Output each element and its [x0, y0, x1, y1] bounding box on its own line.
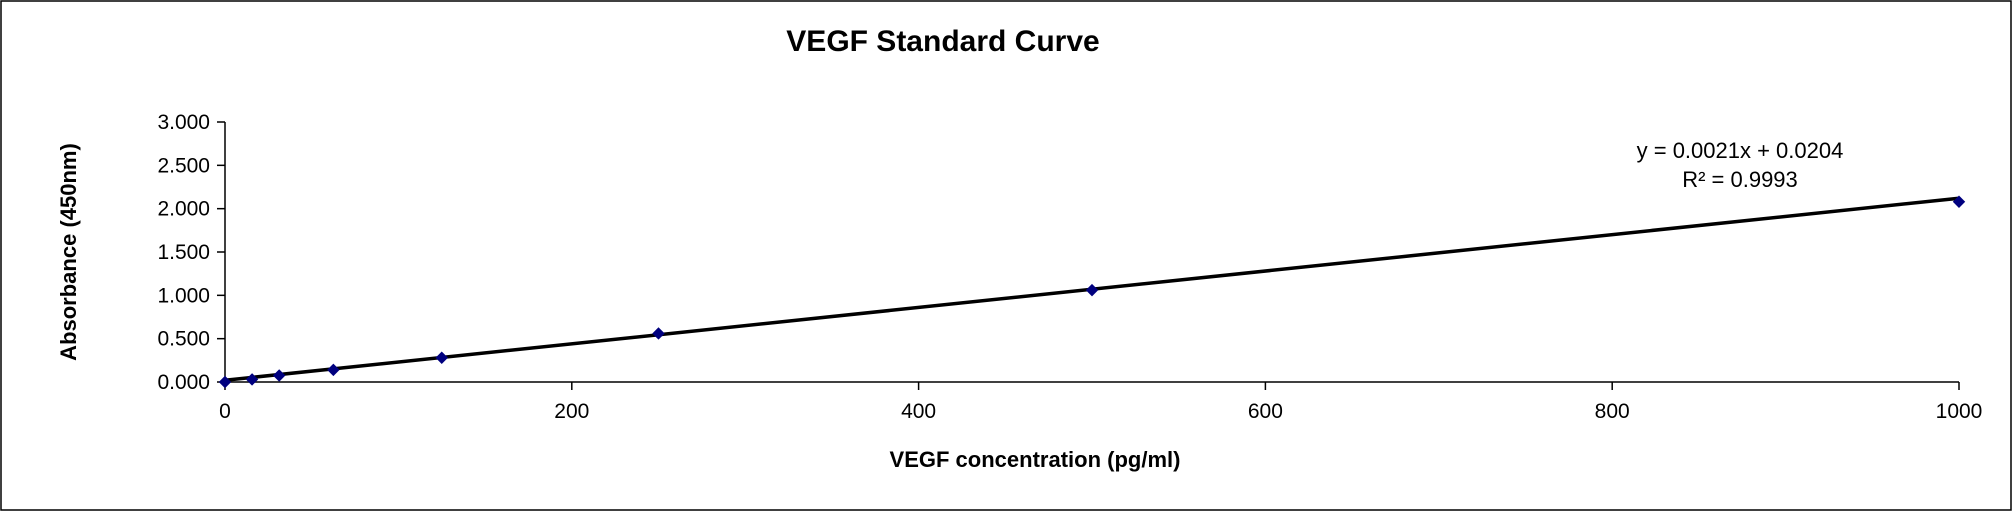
y-tick-label: 3.000 — [157, 111, 210, 134]
x-axis-label: VEGF concentration (pg/ml) — [890, 447, 1181, 472]
y-tick-label: 1.500 — [157, 241, 210, 264]
data-point — [218, 375, 232, 389]
y-tick-label: 2.500 — [157, 154, 210, 177]
y-axis-label: Absorbance (450nm) — [56, 143, 81, 361]
x-tick-label: 1000 — [1936, 400, 1983, 423]
y-tick-label: 0.000 — [157, 371, 210, 394]
trendline-equation: y = 0.0021x + 0.0204 — [1637, 138, 1844, 163]
y-tick-label: 2.000 — [157, 198, 210, 221]
x-tick-label: 0 — [219, 400, 231, 423]
data-point — [1085, 283, 1099, 297]
x-tick-label: 600 — [1248, 400, 1283, 423]
data-point — [327, 363, 340, 377]
data-point — [272, 369, 286, 382]
x-tick-label: 800 — [1595, 400, 1630, 423]
trendline-r-squared: R² = 0.9993 — [1682, 167, 1798, 192]
y-ticks: 0.000 0.500 1.000 1.500 2.000 2.500 3.000 — [157, 111, 225, 394]
chart-title: VEGF Standard Curve — [786, 25, 1099, 58]
x-tick-label: 400 — [901, 400, 936, 423]
data-point — [435, 351, 448, 364]
data-point — [245, 373, 259, 386]
data-point — [1952, 195, 1966, 208]
y-tick-label: 0.500 — [157, 328, 210, 351]
data-point — [652, 327, 665, 340]
points-layer — [218, 195, 1966, 389]
y-tick-label: 1.000 — [157, 284, 210, 307]
x-ticks: 0 200 400 600 800 1000 — [219, 382, 1982, 423]
x-tick-label: 200 — [554, 400, 589, 423]
